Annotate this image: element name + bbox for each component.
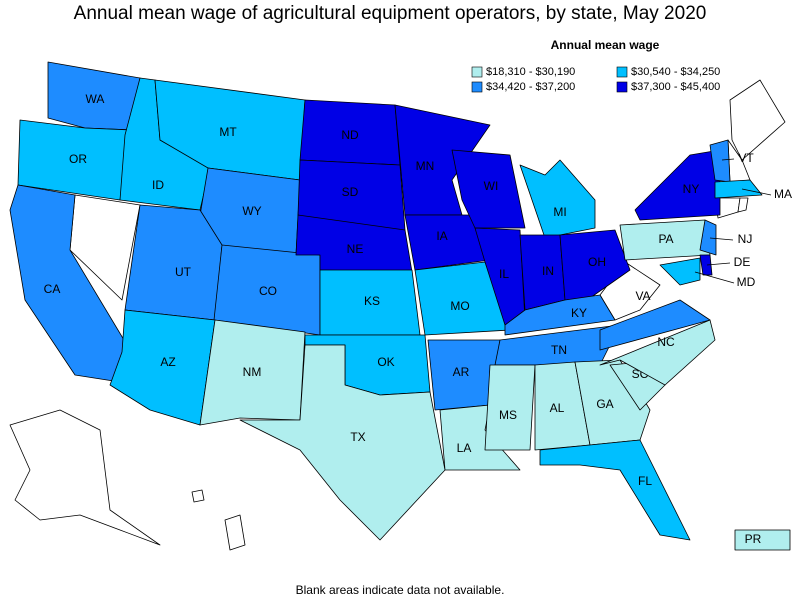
state-label: LA — [457, 441, 472, 455]
state-label: NY — [683, 182, 700, 196]
leader-line — [741, 188, 772, 196]
state-label: CO — [259, 284, 277, 298]
state-label: AR — [453, 365, 470, 379]
legend-swatch — [471, 66, 483, 78]
state-label: MT — [219, 125, 237, 139]
state-label: IN — [542, 264, 554, 278]
state-label: WY — [242, 204, 261, 218]
state-label: KS — [364, 294, 380, 308]
state-me — [729, 79, 786, 161]
state-label: NC — [657, 335, 675, 349]
state-label: PA — [658, 232, 673, 246]
states: WA OR CA ID MT WY UT CO AZ NM ND SD NE KS OK TX MN IA MO AR… — [9, 61, 792, 551]
state-label: IA — [436, 229, 447, 243]
legend-swatch — [616, 81, 628, 93]
state-label: SD — [342, 185, 359, 199]
state-label: KY — [571, 306, 587, 320]
state-label: ND — [341, 128, 359, 142]
state-label: MA — [774, 187, 792, 201]
state — [559, 229, 631, 301]
state-label: MS — [499, 408, 517, 422]
state-label: MI — [553, 205, 566, 219]
leader-line — [721, 158, 735, 161]
state — [124, 204, 223, 321]
state — [599, 299, 711, 351]
state — [634, 149, 721, 221]
state-label: WI — [484, 179, 499, 193]
state-label: NM — [243, 365, 262, 379]
state — [734, 529, 791, 551]
legend-swatch — [616, 66, 628, 78]
state — [504, 294, 616, 336]
state-label: PR — [745, 532, 762, 546]
state — [451, 149, 526, 229]
state-label: MD — [737, 275, 756, 289]
state-hi-2 — [191, 489, 205, 503]
state-ak — [9, 409, 161, 546]
blank-states — [9, 79, 786, 551]
state — [714, 179, 763, 199]
state — [519, 159, 596, 239]
state-label: VT — [738, 151, 754, 165]
state-label: TN — [551, 343, 567, 357]
state-label: CA — [44, 282, 61, 296]
state-label: MO — [450, 299, 469, 313]
state-label: NE — [347, 242, 364, 256]
state — [394, 104, 491, 216]
state-label: GA — [596, 397, 613, 411]
state — [239, 344, 446, 541]
state — [539, 439, 691, 541]
legend-label: $30,540 - $34,250 — [631, 66, 720, 78]
state — [199, 319, 306, 426]
state-label: IL — [499, 267, 509, 281]
state-label: NJ — [738, 232, 753, 246]
title: Annual mean wage of agricultural equipme… — [74, 3, 707, 24]
state — [599, 319, 716, 386]
legend-label: $34,420 - $37,200 — [486, 81, 575, 93]
state — [699, 219, 717, 256]
state-label: TX — [350, 430, 365, 444]
leader-line — [706, 262, 731, 266]
state-label: UT — [175, 265, 192, 279]
footnote: Blank areas indicate data not available. — [296, 583, 505, 597]
state-label: ID — [152, 178, 164, 192]
state-label: MN — [416, 159, 435, 173]
state-ri — [737, 197, 749, 213]
leader-line — [709, 237, 734, 241]
state-label: OR — [69, 152, 87, 166]
legend-title: Annual mean wage — [551, 38, 660, 52]
state — [699, 254, 713, 276]
state-label: AZ — [160, 355, 175, 369]
legend-swatch — [471, 81, 483, 93]
state-label: OH — [588, 255, 606, 269]
state-label: FL — [638, 474, 652, 488]
legend-label: $37,300 - $45,400 — [631, 81, 720, 93]
state-label: WA — [86, 92, 105, 106]
state-label: OK — [377, 355, 394, 369]
leader-line — [694, 271, 735, 284]
state-label: DE — [734, 255, 751, 269]
state-label: VA — [635, 289, 650, 303]
state — [659, 257, 701, 286]
legend-label: $18,310 - $30,190 — [486, 66, 575, 78]
state — [484, 364, 536, 451]
state-label: AL — [550, 401, 565, 415]
state-hi — [224, 514, 246, 551]
